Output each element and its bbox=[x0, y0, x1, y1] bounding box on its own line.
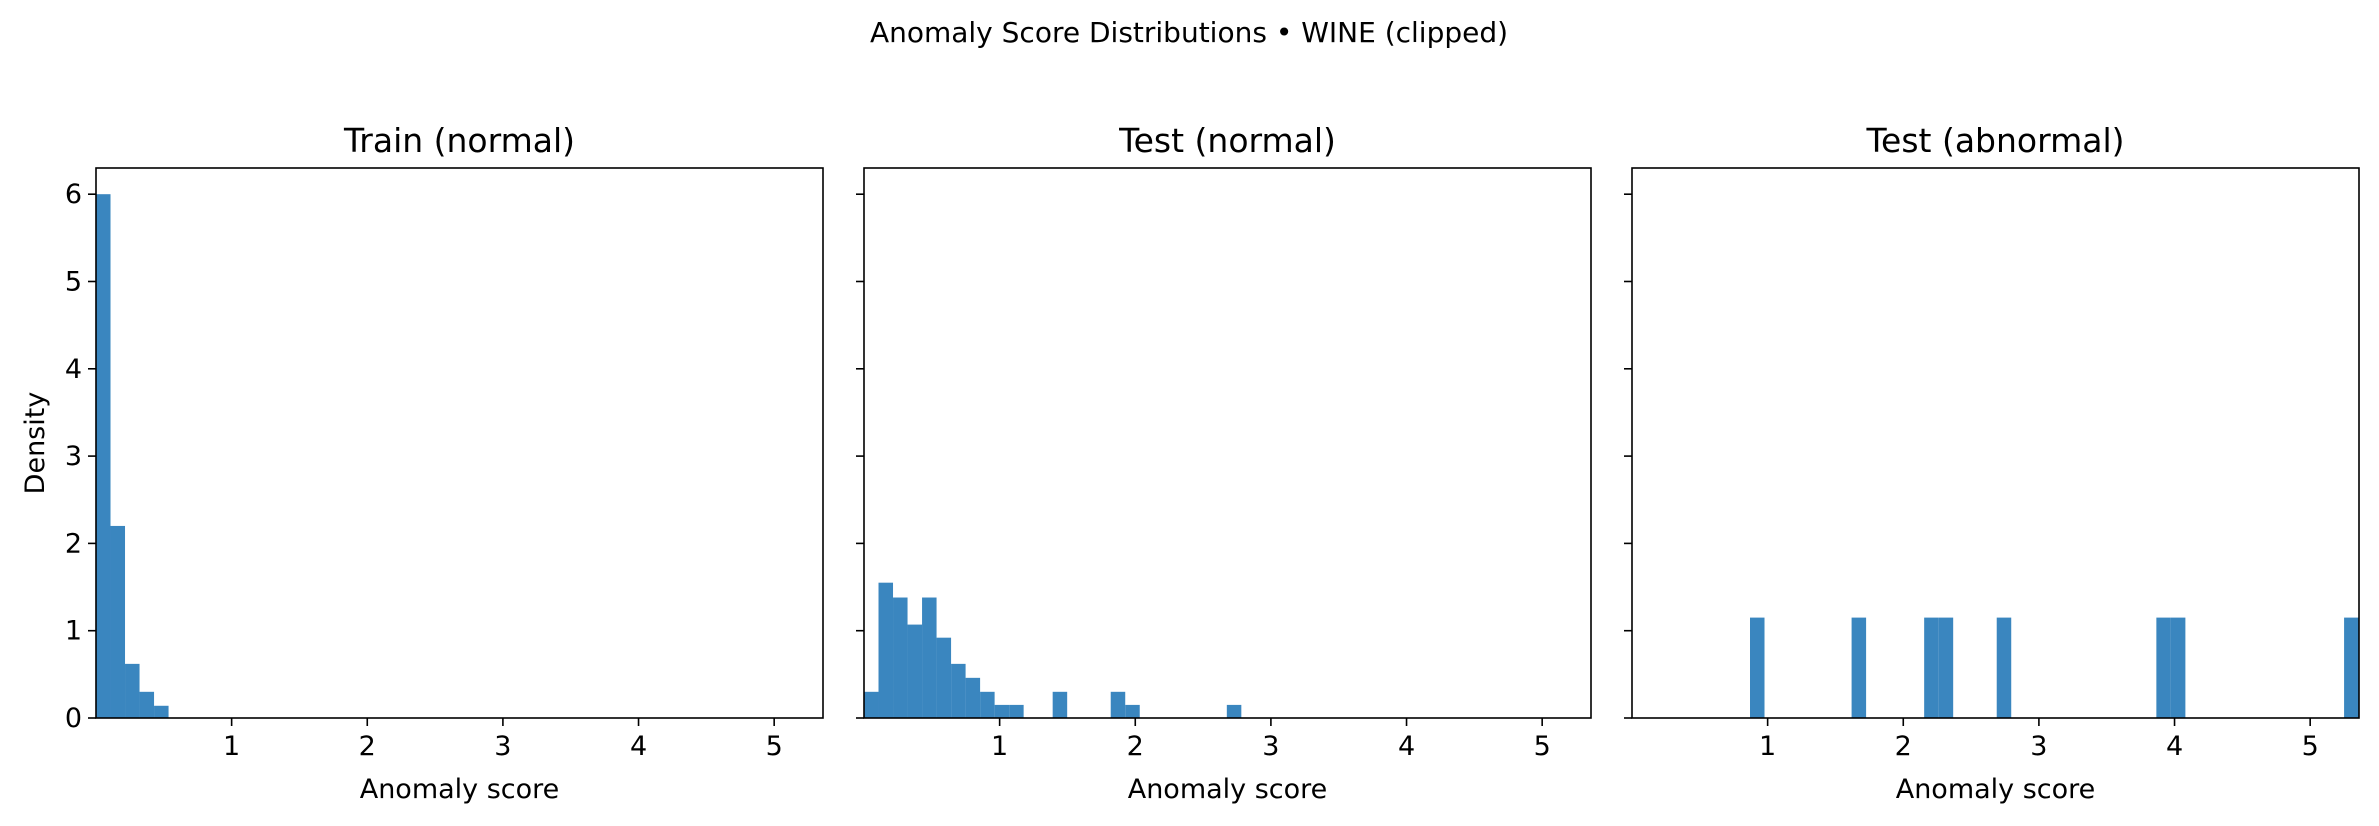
histogram-bar bbox=[1110, 691, 1126, 718]
y-tick-label: 4 bbox=[65, 354, 82, 385]
histogram-bar bbox=[154, 705, 169, 718]
histogram-bar bbox=[994, 704, 1010, 718]
histogram-bar bbox=[1125, 704, 1140, 718]
y-axis-label: Density bbox=[20, 392, 51, 495]
histogram-bar bbox=[1052, 691, 1068, 718]
y-tick-label: 5 bbox=[65, 266, 82, 297]
x-axis-label: Anomaly score bbox=[360, 774, 560, 805]
histogram-bar bbox=[1996, 617, 2012, 718]
histogram-bar bbox=[980, 691, 995, 718]
panel-title: Test (abnormal) bbox=[1865, 121, 2124, 160]
histogram-bar bbox=[1938, 617, 1954, 718]
axes-frame bbox=[863, 167, 1592, 719]
panels: Train (normal) 1 2 3 4 5 0 1 2 3 4 5 6 Anomaly score D… bbox=[20, 121, 2360, 805]
histogram-bar bbox=[893, 597, 908, 718]
histogram-bar bbox=[951, 663, 966, 718]
x-tick-label: 3 bbox=[494, 731, 511, 762]
panel-2: Test (normal) 1 2 3 4 5 Anomaly score bbox=[856, 121, 1592, 805]
x-tick-label: 5 bbox=[766, 731, 783, 762]
axes-frame bbox=[95, 167, 824, 719]
panel-title: Train (normal) bbox=[343, 121, 575, 160]
x-tick-label: 2 bbox=[359, 731, 376, 762]
histogram-bar bbox=[2170, 617, 2186, 718]
y-tick-label: 3 bbox=[65, 441, 82, 472]
figure-title: Anomaly Score Distributions • WINE (clip… bbox=[870, 16, 1508, 49]
x-tick-label: 4 bbox=[630, 731, 647, 762]
panel-title: Test (normal) bbox=[1118, 121, 1336, 160]
x-tick-label: 1 bbox=[991, 731, 1008, 762]
x-tick-label: 1 bbox=[223, 731, 240, 762]
x-tick-label: 3 bbox=[1262, 731, 1279, 762]
x-tick-label: 5 bbox=[2302, 731, 2319, 762]
y-tick-label: 1 bbox=[65, 616, 82, 647]
histogram-bar bbox=[907, 624, 923, 718]
y-tick-label: 0 bbox=[65, 703, 82, 734]
x-tick-label: 3 bbox=[2030, 731, 2047, 762]
x-axis-label: Anomaly score bbox=[1128, 774, 1328, 805]
x-tick-label: 4 bbox=[2166, 731, 2183, 762]
histogram-bar bbox=[2156, 617, 2171, 718]
histogram-bar bbox=[2344, 617, 2359, 718]
y-tick-label: 6 bbox=[65, 179, 82, 210]
y-tick-label: 2 bbox=[65, 528, 82, 559]
histogram-bar bbox=[1750, 617, 1765, 718]
histogram-bar bbox=[864, 691, 879, 718]
histogram-bar bbox=[1924, 617, 1939, 718]
histogram-bar bbox=[965, 677, 981, 718]
histogram-bar bbox=[878, 582, 894, 718]
histogram-bar bbox=[139, 691, 155, 718]
histogram-bar bbox=[922, 597, 937, 718]
x-tick-label: 2 bbox=[1895, 731, 1912, 762]
histogram-bar bbox=[110, 525, 126, 718]
x-axis-label: Anomaly score bbox=[1896, 774, 2096, 805]
panel-3: Test (abnormal) 1 2 3 4 5 Anomaly score bbox=[1624, 121, 2360, 805]
histogram-bar bbox=[96, 194, 111, 718]
histogram-bar bbox=[1226, 704, 1242, 718]
x-tick-label: 5 bbox=[1534, 731, 1551, 762]
histogram-bar bbox=[936, 637, 952, 718]
x-tick-label: 2 bbox=[1127, 731, 1144, 762]
histogram-bar bbox=[1851, 617, 1867, 718]
histogram-bar bbox=[125, 663, 140, 718]
x-tick-label: 1 bbox=[1759, 731, 1776, 762]
x-tick-label: 4 bbox=[1398, 731, 1415, 762]
panel-1: Train (normal) 1 2 3 4 5 0 1 2 3 4 5 6 Anomaly score D… bbox=[20, 121, 824, 805]
axes-frame bbox=[1631, 167, 2360, 719]
histogram-bar bbox=[1009, 704, 1024, 718]
